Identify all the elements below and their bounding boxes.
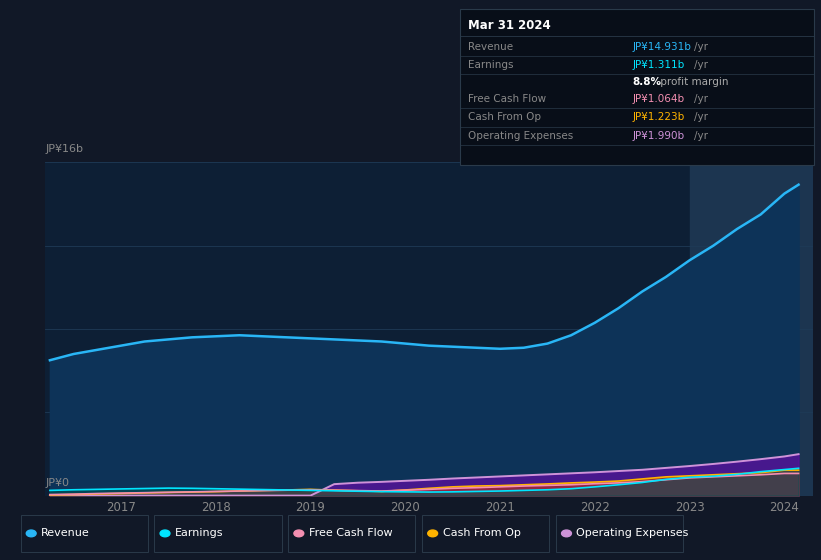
Text: Free Cash Flow: Free Cash Flow <box>309 529 392 538</box>
Text: JP¥16b: JP¥16b <box>45 144 83 154</box>
Bar <box>690 162 813 496</box>
Text: Cash From Op: Cash From Op <box>443 529 521 538</box>
Text: JP¥1.311b: JP¥1.311b <box>632 60 685 70</box>
Text: /yr: /yr <box>694 94 708 104</box>
Text: JP¥1.064b: JP¥1.064b <box>632 94 684 104</box>
Text: JP¥0: JP¥0 <box>45 478 69 488</box>
Text: /yr: /yr <box>694 113 708 122</box>
Text: Revenue: Revenue <box>468 42 513 52</box>
Text: /yr: /yr <box>694 42 708 52</box>
Text: JP¥1.223b: JP¥1.223b <box>632 113 685 122</box>
Text: Operating Expenses: Operating Expenses <box>576 529 689 538</box>
Text: Earnings: Earnings <box>175 529 223 538</box>
Text: Revenue: Revenue <box>41 529 89 538</box>
Text: Operating Expenses: Operating Expenses <box>468 131 573 141</box>
Text: Free Cash Flow: Free Cash Flow <box>468 94 546 104</box>
Text: JP¥1.990b: JP¥1.990b <box>632 131 684 141</box>
Text: JP¥14.931b: JP¥14.931b <box>632 42 691 52</box>
Text: /yr: /yr <box>694 131 708 141</box>
Text: profit margin: profit margin <box>657 77 728 87</box>
Text: /yr: /yr <box>694 60 708 70</box>
Text: 8.8%: 8.8% <box>632 77 661 87</box>
Text: Mar 31 2024: Mar 31 2024 <box>468 19 551 32</box>
Text: Earnings: Earnings <box>468 60 513 70</box>
Text: Cash From Op: Cash From Op <box>468 113 541 122</box>
